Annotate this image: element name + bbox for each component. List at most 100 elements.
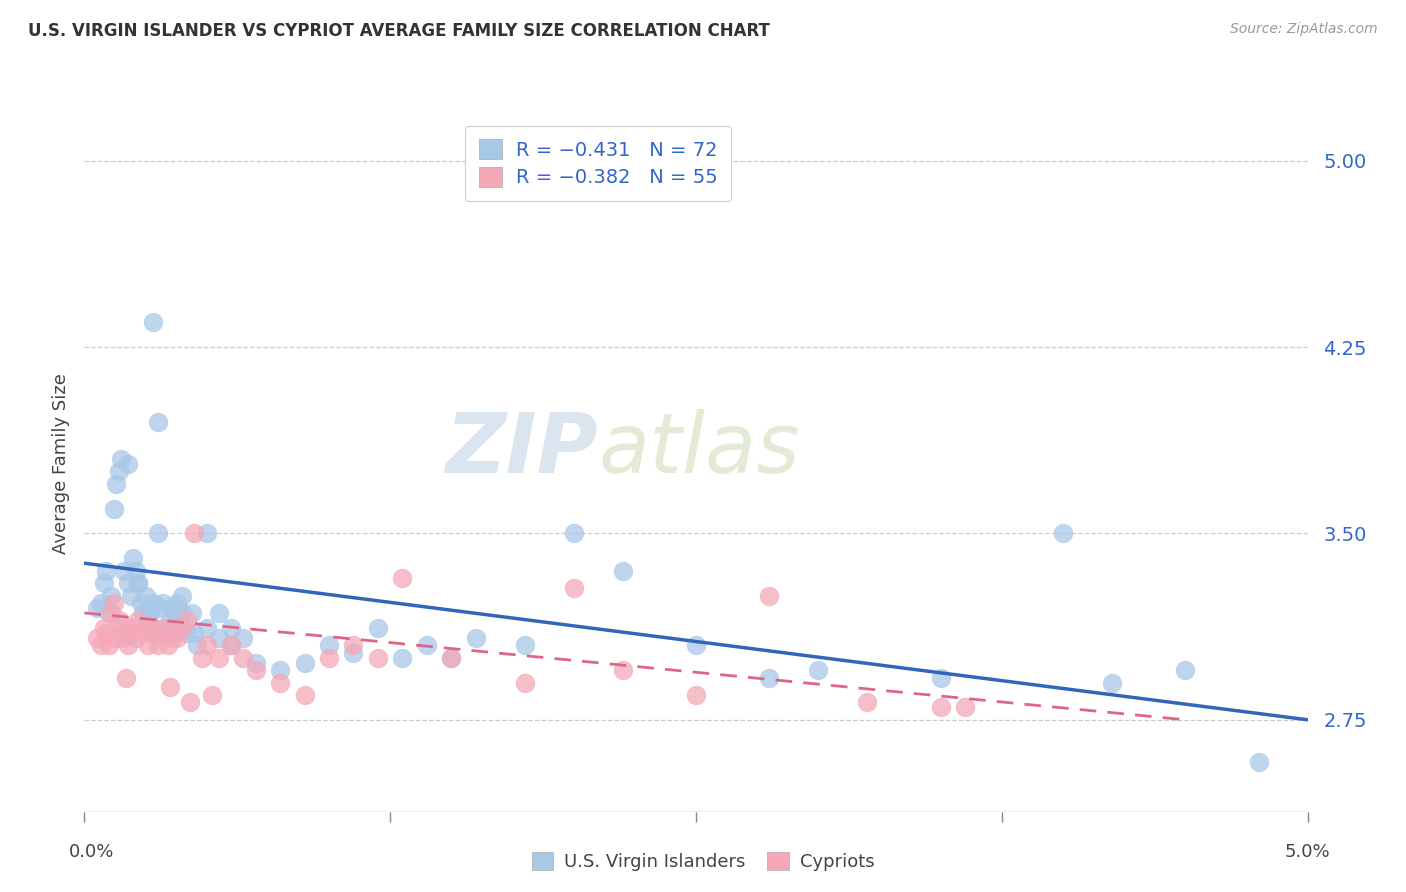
Point: [342, 646, 364, 660]
Point: [245, 663, 267, 677]
Point: [176, 614, 198, 628]
Text: atlas: atlas: [598, 409, 800, 491]
Point: [208, 631, 231, 645]
Point: [195, 526, 218, 541]
Point: [183, 526, 205, 541]
Point: [120, 625, 142, 640]
Point: [146, 625, 169, 640]
Point: [117, 638, 139, 652]
Point: [163, 606, 186, 620]
Point: [103, 501, 125, 516]
Point: [186, 638, 208, 652]
Point: [1247, 755, 1270, 769]
Point: [172, 621, 194, 635]
Text: Source: ZipAtlas.com: Source: ZipAtlas.com: [1230, 22, 1378, 37]
Point: [562, 581, 585, 595]
Point: [127, 614, 149, 628]
Point: [172, 606, 194, 620]
Point: [125, 631, 148, 645]
Point: [807, 663, 830, 677]
Point: [139, 606, 162, 620]
Point: [318, 638, 340, 652]
Point: [146, 415, 169, 429]
Point: [179, 695, 201, 709]
Point: [208, 650, 231, 665]
Point: [1174, 663, 1197, 677]
Point: [232, 650, 254, 665]
Point: [176, 625, 198, 640]
Point: [156, 625, 179, 640]
Point: [195, 621, 218, 635]
Point: [162, 625, 184, 640]
Point: [562, 526, 585, 541]
Point: [269, 675, 291, 690]
Point: [195, 638, 218, 652]
Point: [149, 601, 172, 615]
Point: [153, 621, 176, 635]
Point: [191, 650, 214, 665]
Text: 0.0%: 0.0%: [69, 843, 114, 861]
Text: ZIP: ZIP: [446, 409, 598, 491]
Point: [107, 614, 129, 628]
Point: [127, 576, 149, 591]
Point: [117, 576, 139, 591]
Point: [97, 606, 120, 620]
Point: [232, 631, 254, 645]
Point: [146, 526, 169, 541]
Point: [181, 606, 204, 620]
Point: [294, 688, 316, 702]
Point: [117, 457, 139, 471]
Point: [612, 564, 634, 578]
Point: [142, 596, 165, 610]
Point: [122, 551, 145, 566]
Point: [294, 656, 316, 670]
Point: [318, 650, 340, 665]
Text: U.S. VIRGIN ISLANDER VS CYPRIOT AVERAGE FAMILY SIZE CORRELATION CHART: U.S. VIRGIN ISLANDER VS CYPRIOT AVERAGE …: [28, 22, 770, 40]
Point: [107, 464, 129, 478]
Point: [169, 614, 191, 628]
Point: [132, 606, 155, 620]
Point: [135, 589, 157, 603]
Point: [219, 621, 242, 635]
Point: [125, 564, 148, 578]
Point: [90, 596, 112, 610]
Point: [367, 650, 389, 665]
Point: [96, 564, 118, 578]
Point: [685, 638, 707, 652]
Point: [93, 621, 115, 635]
Point: [342, 638, 364, 652]
Point: [200, 688, 222, 702]
Point: [929, 671, 952, 685]
Point: [391, 571, 413, 585]
Point: [159, 614, 181, 628]
Point: [135, 621, 157, 635]
Point: [612, 663, 634, 677]
Point: [208, 606, 231, 620]
Point: [136, 614, 159, 628]
Point: [152, 621, 174, 635]
Point: [162, 601, 184, 615]
Point: [90, 638, 112, 652]
Point: [367, 621, 389, 635]
Point: [159, 681, 181, 695]
Point: [103, 596, 125, 610]
Point: [464, 631, 486, 645]
Point: [93, 576, 115, 591]
Point: [127, 576, 149, 591]
Point: [269, 663, 291, 677]
Point: [115, 625, 138, 640]
Point: [120, 589, 142, 603]
Point: [245, 656, 267, 670]
Point: [110, 451, 132, 466]
Point: [112, 564, 135, 578]
Point: [856, 695, 879, 709]
Point: [86, 631, 108, 645]
Point: [172, 589, 194, 603]
Point: [440, 650, 463, 665]
Point: [1052, 526, 1074, 541]
Y-axis label: Average Family Size: Average Family Size: [52, 374, 70, 554]
Point: [96, 625, 118, 640]
Point: [115, 671, 138, 685]
Point: [122, 621, 145, 635]
Point: [110, 621, 132, 635]
